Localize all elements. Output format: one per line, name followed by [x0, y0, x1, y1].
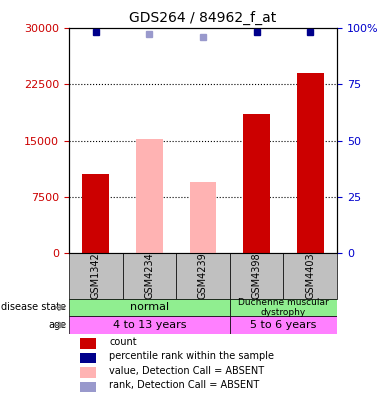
- Text: count: count: [109, 337, 137, 346]
- Bar: [82, 174, 109, 253]
- Bar: [80, 338, 96, 348]
- Text: GSM4234: GSM4234: [144, 253, 154, 299]
- Text: 5 to 6 years: 5 to 6 years: [250, 320, 317, 330]
- FancyBboxPatch shape: [69, 316, 230, 334]
- FancyBboxPatch shape: [69, 253, 123, 299]
- Text: normal: normal: [130, 303, 169, 312]
- Bar: [297, 73, 324, 253]
- FancyBboxPatch shape: [123, 253, 176, 299]
- Bar: [190, 182, 216, 253]
- Text: GSM4398: GSM4398: [252, 253, 262, 299]
- Bar: [80, 367, 96, 377]
- Text: GSM4239: GSM4239: [198, 253, 208, 299]
- FancyBboxPatch shape: [230, 316, 337, 334]
- Bar: [136, 139, 163, 253]
- Text: GSM4403: GSM4403: [305, 253, 315, 299]
- Text: age: age: [48, 320, 66, 330]
- Text: 4 to 13 years: 4 to 13 years: [113, 320, 186, 330]
- FancyBboxPatch shape: [230, 253, 283, 299]
- Text: value, Detection Call = ABSENT: value, Detection Call = ABSENT: [109, 366, 264, 375]
- FancyBboxPatch shape: [283, 253, 337, 299]
- Text: percentile rank within the sample: percentile rank within the sample: [109, 351, 274, 361]
- Bar: [80, 352, 96, 363]
- Text: GSM1342: GSM1342: [91, 253, 101, 299]
- Text: Duchenne muscular
dystrophy: Duchenne muscular dystrophy: [238, 298, 329, 317]
- Text: rank, Detection Call = ABSENT: rank, Detection Call = ABSENT: [109, 380, 259, 390]
- FancyBboxPatch shape: [230, 299, 337, 316]
- Bar: [80, 382, 96, 392]
- FancyBboxPatch shape: [69, 299, 230, 316]
- Bar: [243, 114, 270, 253]
- Text: disease state: disease state: [1, 303, 66, 312]
- Title: GDS264 / 84962_f_at: GDS264 / 84962_f_at: [129, 11, 277, 25]
- FancyBboxPatch shape: [176, 253, 230, 299]
